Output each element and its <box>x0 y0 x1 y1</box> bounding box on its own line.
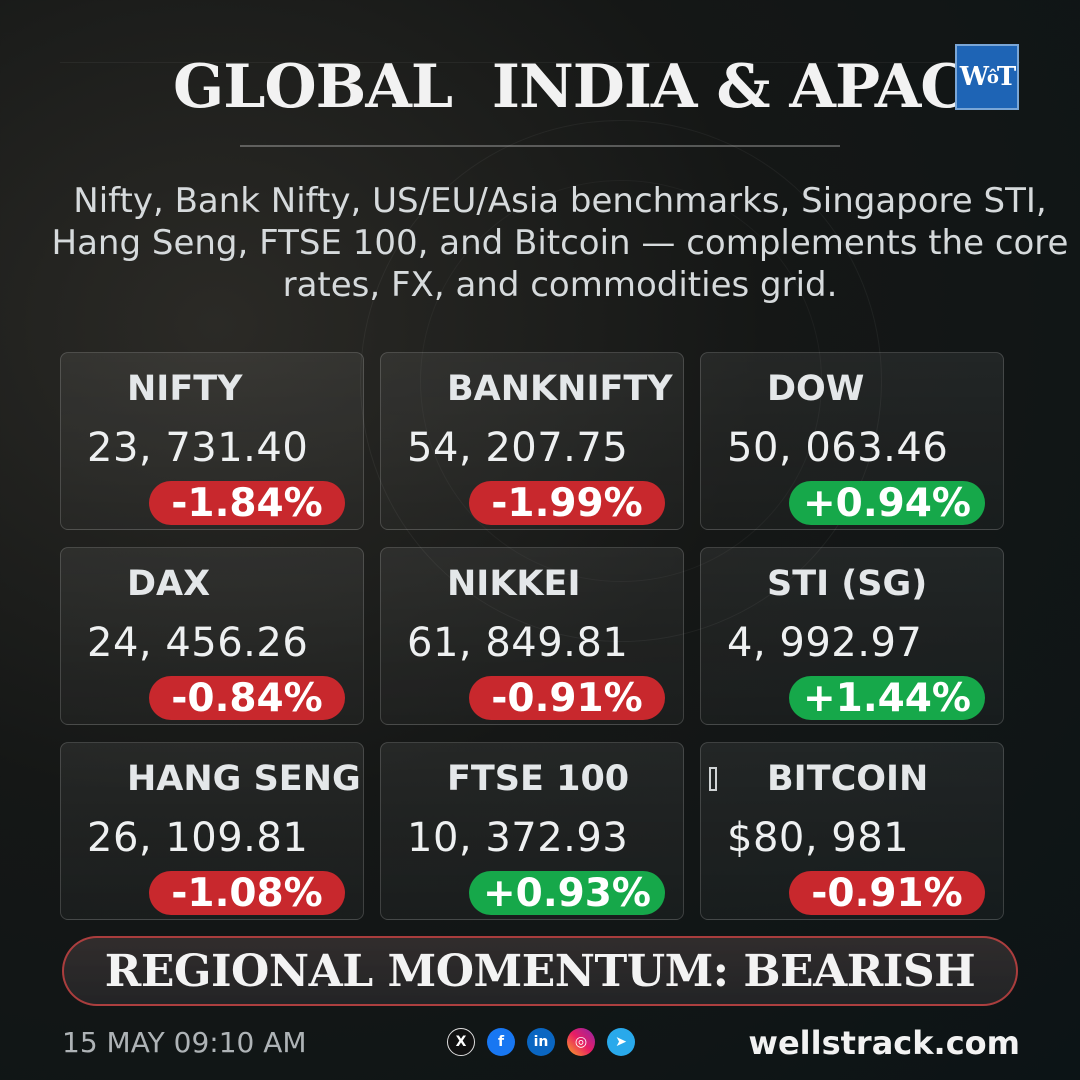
social-links: X f in ◎ ➤ <box>447 1028 635 1056</box>
index-name: DOW <box>767 369 865 409</box>
change-badge: -0.91% <box>469 676 665 721</box>
index-card-sti: STI (SG) 4, 992.97 +1.44% <box>700 547 1004 725</box>
linkedin-icon[interactable]: in <box>527 1028 555 1056</box>
decorative-line <box>60 62 1020 63</box>
instagram-icon[interactable]: ◎ <box>567 1028 595 1056</box>
index-card-dax: DAX 24, 456.26 -0.84% <box>60 547 364 725</box>
index-card-banknifty: BANKNIFTY 54, 207.75 -1.99% <box>380 352 684 530</box>
index-name: NIFTY <box>127 369 243 409</box>
change-badge: -1.99% <box>469 481 665 526</box>
index-card-nikkei: NIKKEI 61, 849.81 -0.91% <box>380 547 684 725</box>
index-value: 61, 849.81 <box>407 620 629 666</box>
index-card-bitcoin: BITCOIN $80, 981 -0.91% <box>700 742 1004 920</box>
index-value: 23, 731.40 <box>87 425 309 471</box>
index-value: 54, 207.75 <box>407 425 629 471</box>
index-card-ftse-100: FTSE 100 10, 372.93 +0.93% <box>380 742 684 920</box>
change-badge: -0.91% <box>789 871 985 916</box>
index-value: $80, 981 <box>727 815 910 861</box>
x-icon[interactable]: X <box>447 1028 475 1056</box>
index-card-nifty: NIFTY 23, 731.40 -1.84% <box>60 352 364 530</box>
change-badge: +1.44% <box>789 676 985 721</box>
decorative-arc <box>360 120 882 642</box>
index-value: 50, 063.46 <box>727 425 949 471</box>
website-link[interactable]: wellstrack.com <box>748 1024 1020 1062</box>
index-name: BITCOIN <box>767 759 929 799</box>
telegram-icon[interactable]: ➤ <box>607 1028 635 1056</box>
index-name: HANG SENG <box>127 759 361 799</box>
change-badge: -1.08% <box>149 871 345 916</box>
change-badge: +0.93% <box>469 871 665 916</box>
index-name: BANKNIFTY <box>447 369 673 409</box>
change-badge: -1.84% <box>149 481 345 526</box>
index-name: STI (SG) <box>767 564 928 604</box>
bitcoin-icon <box>709 767 717 791</box>
page-title: GLOBAL INDIA & APAC <box>172 52 968 122</box>
index-value: 4, 992.97 <box>727 620 923 666</box>
change-badge: +0.94% <box>789 481 985 526</box>
momentum-banner: REGIONAL MOMENTUM: BEARISH <box>62 936 1018 1006</box>
index-name: DAX <box>127 564 211 604</box>
divider <box>240 145 840 147</box>
index-card-hang-seng: HANG SENG 26, 109.81 -1.08% <box>60 742 364 920</box>
index-name: NIKKEI <box>447 564 581 604</box>
timestamp: 15 MAY 09:10 AM <box>62 1026 307 1059</box>
index-value: 26, 109.81 <box>87 815 309 861</box>
change-badge: -0.84% <box>149 676 345 721</box>
index-value: 10, 372.93 <box>407 815 629 861</box>
index-name: FTSE 100 <box>447 759 630 799</box>
index-value: 24, 456.26 <box>87 620 309 666</box>
index-card-dow: DOW 50, 063.46 +0.94% <box>700 352 1004 530</box>
facebook-icon[interactable]: f <box>487 1028 515 1056</box>
subtitle: Nifty, Bank Nifty, US/EU/Asia benchmarks… <box>51 181 1069 305</box>
decorative-arc <box>420 180 822 582</box>
